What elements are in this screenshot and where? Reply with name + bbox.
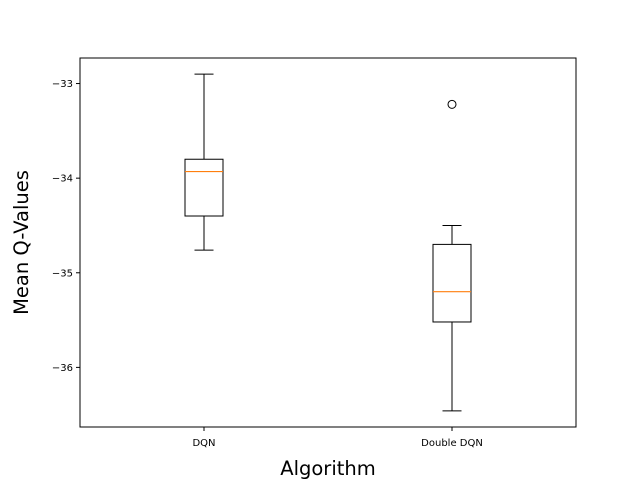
y-tick-label: −34 [52, 174, 73, 185]
y-axis: −33 −34 −35 −36 [52, 79, 80, 374]
x-axis-title: Algorithm [280, 457, 376, 480]
box-group [432, 99, 472, 412]
y-axis-title: Mean Q-Values [10, 170, 33, 315]
chart-marks [184, 73, 472, 412]
y-tick-label: −35 [52, 268, 73, 279]
outlier-point [447, 99, 457, 109]
plot-frame [79, 57, 577, 428]
plot-area [80, 58, 576, 427]
y-tick-label: −33 [52, 79, 73, 90]
x-tick-label: DQN [192, 438, 215, 449]
box [432, 243, 472, 323]
box [184, 158, 224, 217]
box-group [184, 73, 224, 251]
x-axis: DQN Double DQN [192, 427, 483, 449]
x-tick-label: Double DQN [421, 438, 483, 449]
y-tick-label: −36 [52, 363, 73, 374]
